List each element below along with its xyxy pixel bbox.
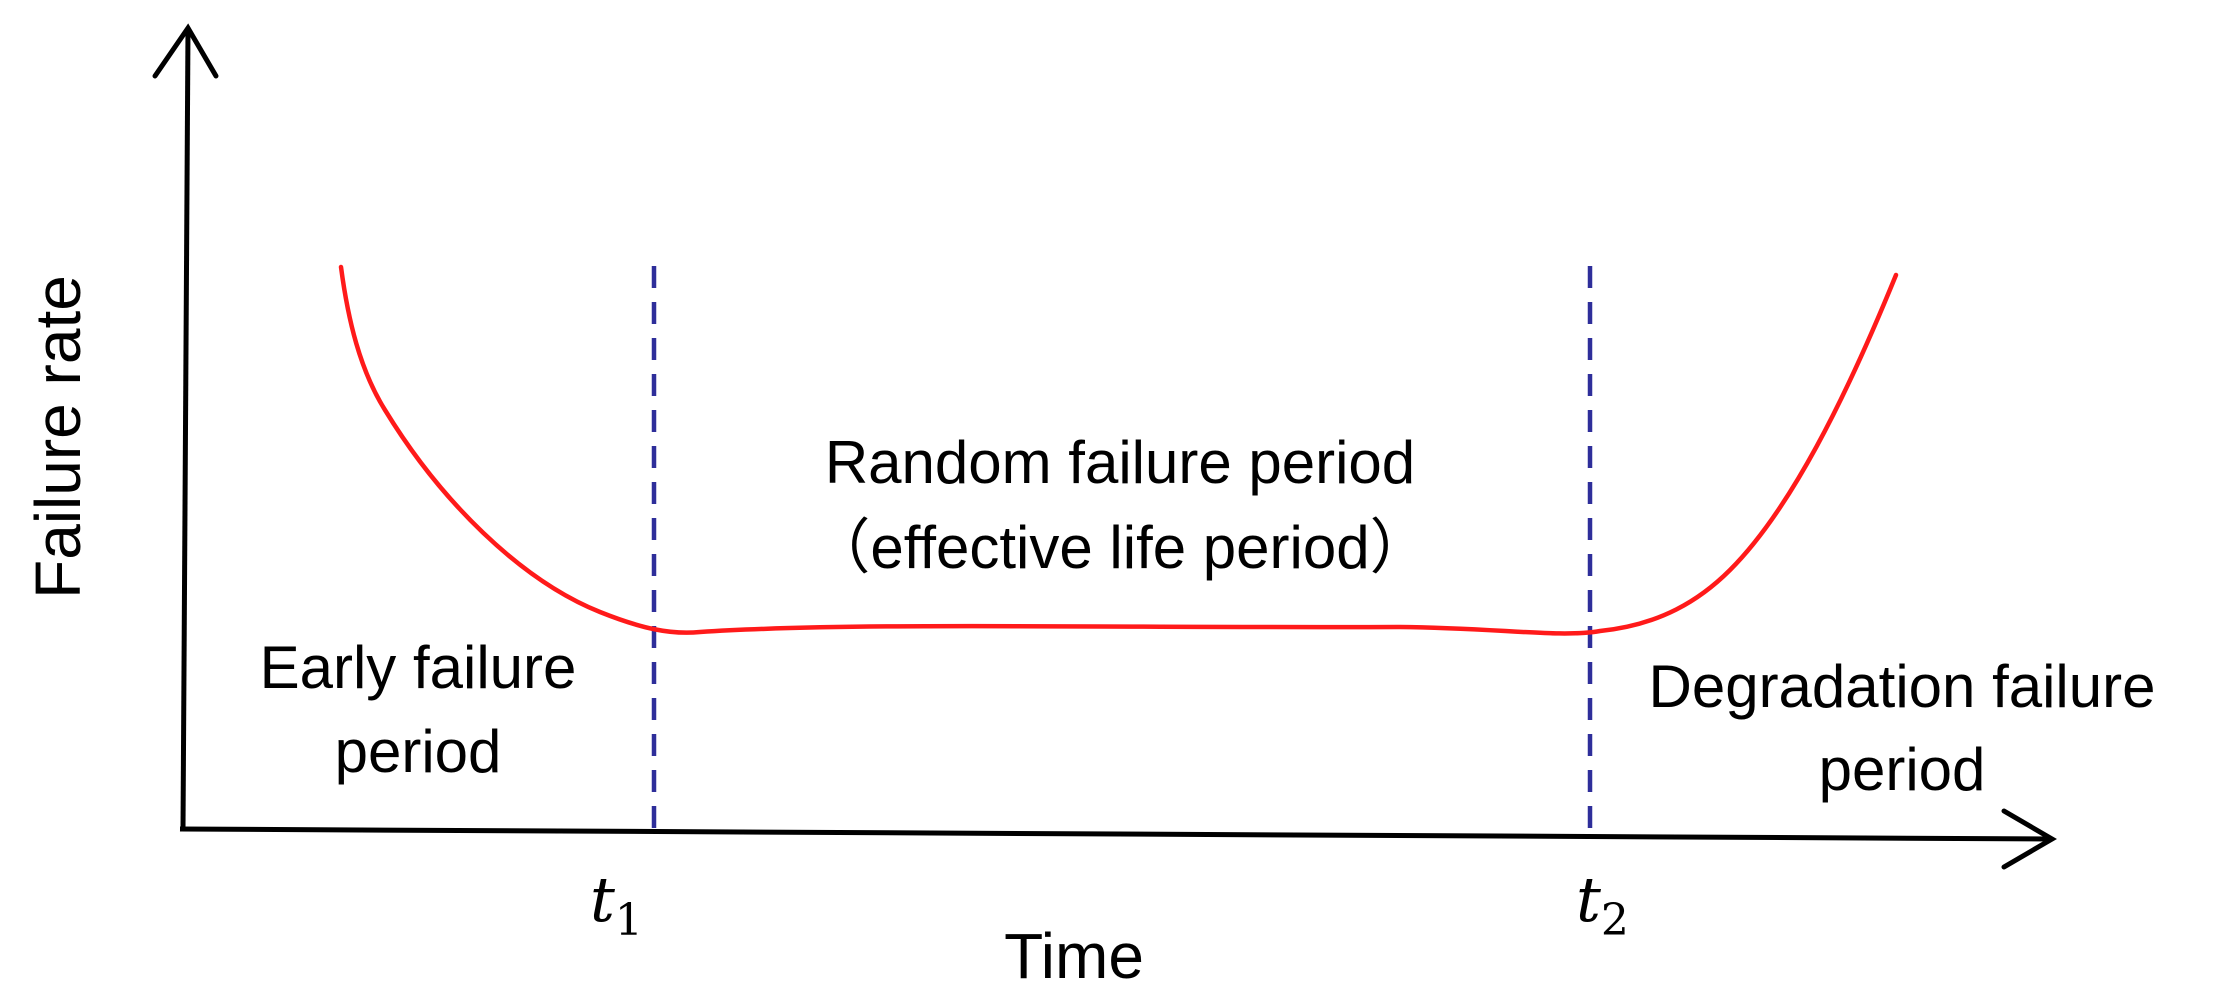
t1-marker-label: t1 — [590, 863, 643, 946]
y-axis — [152, 23, 219, 830]
early-failure-label-line2: period — [335, 718, 502, 785]
degradation-failure-label-line2: period — [1819, 736, 1986, 803]
y-axis-label: Failure rate — [22, 275, 94, 599]
y-axis-arrow-icon — [152, 23, 219, 79]
random-failure-label-line1: Random failure period — [825, 429, 1415, 496]
x-axis — [179, 808, 2057, 870]
x-axis-label: Time — [1004, 920, 1144, 992]
t2-marker-label: t2 — [1576, 863, 1629, 946]
random-failure-label-line2: （effective life period） — [810, 514, 1429, 581]
x-axis-arrow-icon — [2001, 808, 2057, 870]
degradation-failure-label-line1: Degradation failure — [1649, 653, 2156, 720]
failure-rate-curve — [338, 264, 1899, 636]
early-failure-label-line1: Early failure — [260, 634, 577, 701]
